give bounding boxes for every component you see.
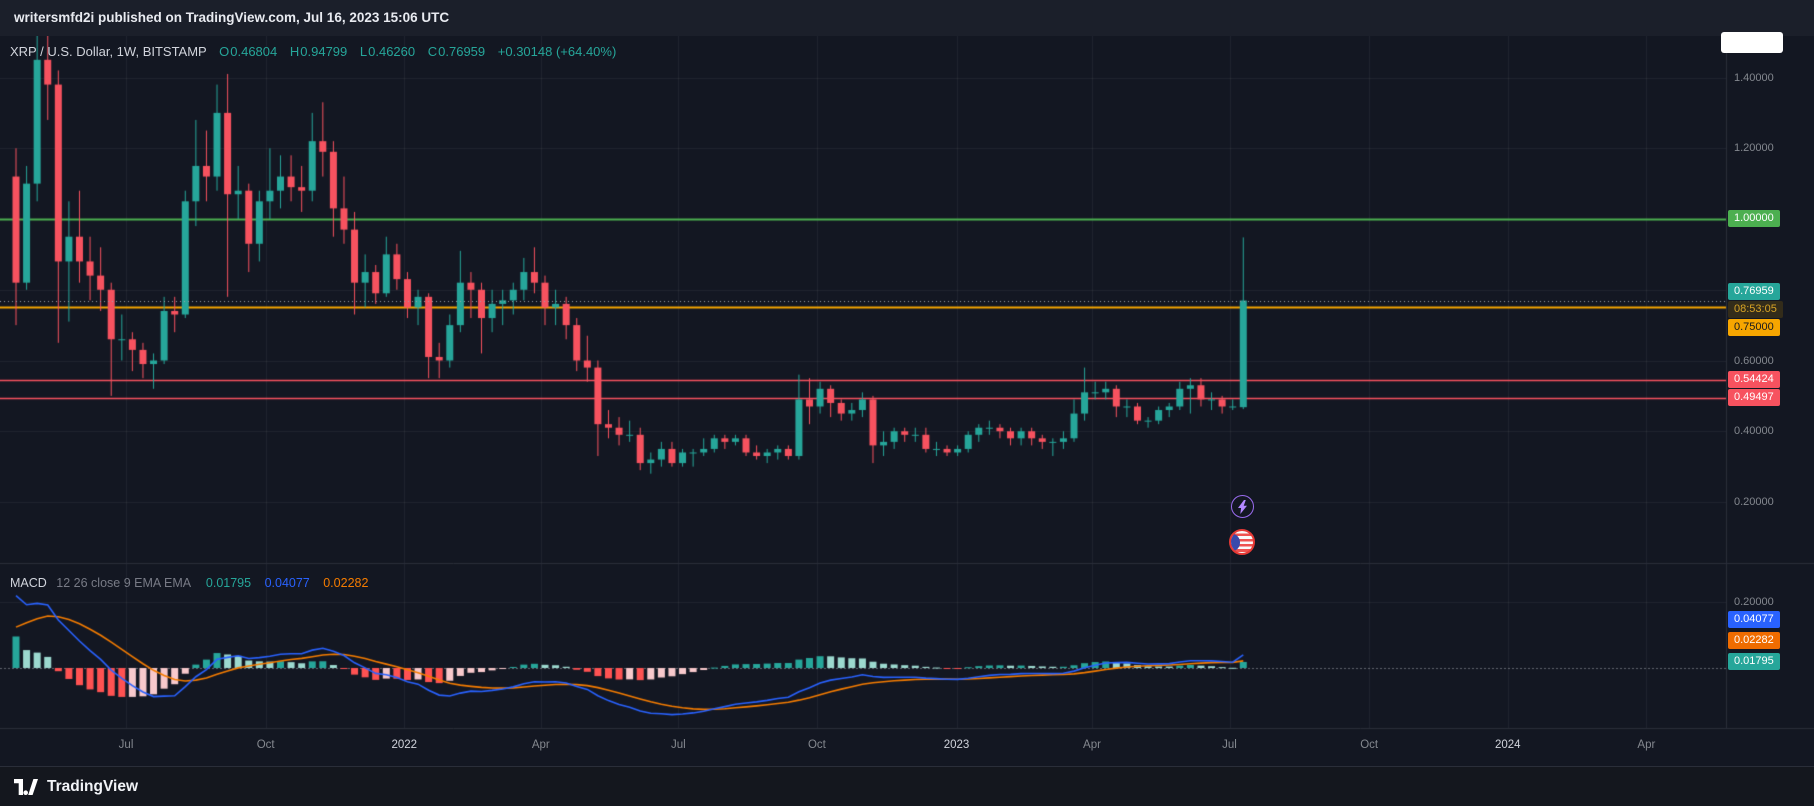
price-tick-label: 0.20000 xyxy=(1734,496,1774,508)
chart-area: XRP / U.S. Dollar, 1W, BITSTAMP O0.46804… xyxy=(0,32,1814,766)
toolbar-placeholder-button[interactable] xyxy=(1721,32,1783,53)
price-line-label[interactable]: 0.54424 xyxy=(1728,371,1780,389)
price-line-label[interactable]: 0.75000 xyxy=(1728,318,1780,336)
price-axis[interactable]: 1.400001.200001.000000.800000.600000.400… xyxy=(1726,36,1814,766)
price-chart-canvas[interactable] xyxy=(0,36,1814,766)
macd-legend: MACD 12 26 close 9 EMA EMA 0.01795 0.040… xyxy=(10,576,368,590)
macd-line-value: 0.04077 xyxy=(264,576,310,590)
macd-hist-axis-label: 0.01795 xyxy=(1728,653,1780,670)
time-axis-label: Oct xyxy=(256,739,275,751)
price-line-label[interactable]: 0.49497 xyxy=(1728,389,1780,407)
flag-blue-field xyxy=(1231,534,1240,551)
time-axis-label: Apr xyxy=(531,739,550,751)
time-axis[interactable]: Jul Oct 2022 Apr Jul Oct 2023 Apr Jul Oct 2024 Apr xyxy=(0,728,1726,766)
time-axis-label: 2022 xyxy=(391,739,418,751)
macd-title[interactable]: MACD xyxy=(10,576,47,590)
ohlc-open: O0.46804 xyxy=(219,44,278,59)
price-tick-label: 0.40000 xyxy=(1734,425,1774,438)
tradingview-brand[interactable]: TradingView xyxy=(47,777,139,795)
time-axis-label: Apr xyxy=(1083,739,1101,751)
price-tick-label: 0.60000 xyxy=(1734,354,1774,367)
ohlc-change: +0.30148 (+64.40%) xyxy=(497,44,617,59)
last-price-label[interactable]: 0.76959 xyxy=(1728,282,1780,300)
lightning-bolt-glyph xyxy=(1238,499,1247,514)
time-axis-label: 2023 xyxy=(943,739,970,751)
macd-signal-axis-label: 0.02282 xyxy=(1728,632,1780,649)
tradingview-logo-icon[interactable] xyxy=(14,778,38,795)
time-axis-label: Jul xyxy=(1222,739,1237,751)
publish-text: writersmfd2i published on TradingView.co… xyxy=(14,10,450,25)
time-axis-label: Apr xyxy=(1637,739,1656,751)
time-axis-label: Jul xyxy=(118,739,134,751)
macd-tick-label: 0.20000 xyxy=(1734,596,1774,608)
ohlc-low: L0.46260 xyxy=(359,44,416,59)
time-axis-label: Oct xyxy=(807,739,826,751)
macd-line-axis-label: 0.04077 xyxy=(1728,611,1780,628)
footer-bar: TradingView xyxy=(0,766,1814,806)
price-line-label[interactable]: 1.00000 xyxy=(1728,210,1780,227)
publish-header: writersmfd2i published on TradingView.co… xyxy=(0,0,1814,36)
price-tick-label: 1.20000 xyxy=(1734,142,1774,155)
time-axis-label: 2024 xyxy=(1494,739,1521,751)
symbol-title[interactable]: XRP / U.S. Dollar, 1W, BITSTAMP xyxy=(10,44,207,59)
macd-signal-value: 0.02282 xyxy=(323,576,369,590)
bar-countdown-label: 08:53:05 xyxy=(1728,300,1783,318)
ohlc-close: C0.76959 xyxy=(427,44,486,59)
macd-hist-value: 0.01795 xyxy=(205,576,252,590)
symbol-legend: XRP / U.S. Dollar, 1W, BITSTAMP O0.46804… xyxy=(10,44,616,59)
lightning-event-icon[interactable] xyxy=(1231,495,1254,518)
macd-params: 12 26 close 9 EMA EMA xyxy=(56,576,191,590)
price-tick-label: 1.40000 xyxy=(1734,71,1774,84)
us-flag-event-icon[interactable] xyxy=(1229,529,1255,555)
ohlc-high: H0.94799 xyxy=(289,44,348,59)
time-axis-label: Jul xyxy=(670,739,686,751)
time-axis-label: Oct xyxy=(1360,739,1379,751)
